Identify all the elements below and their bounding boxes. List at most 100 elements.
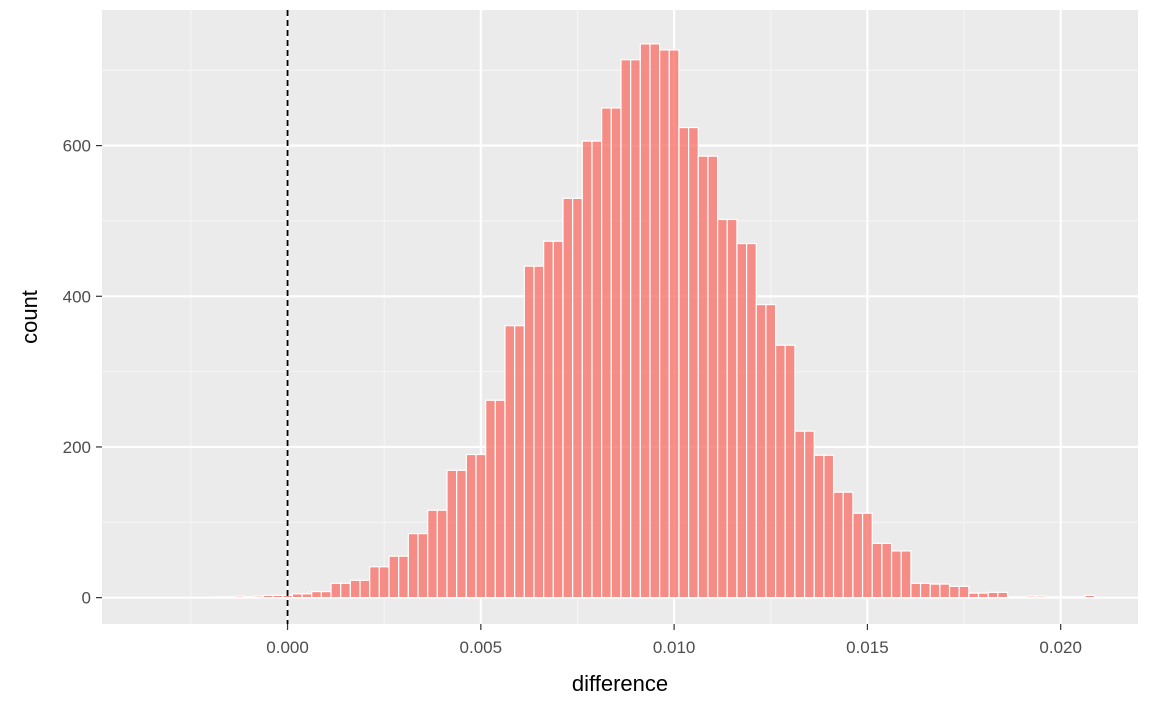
histogram-bar: [842, 491, 854, 599]
histogram-bar: [581, 140, 593, 599]
y-tick-label: 0: [82, 589, 91, 608]
histogram-bar: [968, 592, 980, 599]
histogram-bar: [997, 591, 1009, 599]
histogram-bar: [407, 532, 419, 599]
histogram-bar: [620, 59, 632, 599]
histogram-bar: [823, 454, 835, 599]
histogram-bar: [436, 509, 448, 599]
histogram-bar: [1026, 595, 1038, 599]
histogram-bar: [1055, 596, 1067, 599]
histogram-bar: [340, 582, 351, 599]
y-tick-label: 600: [63, 137, 91, 156]
histogram-bar: [736, 242, 748, 599]
histogram-bar: [475, 453, 487, 599]
histogram-bar: [1045, 596, 1057, 599]
histogram-bar: [330, 582, 342, 599]
histogram-bar: [630, 59, 641, 599]
histogram-bar: [939, 583, 951, 599]
x-tick-label: 0.010: [653, 638, 696, 657]
histogram-bar: [552, 240, 564, 599]
histogram-bar: [987, 591, 999, 599]
histogram-bar: [707, 155, 719, 599]
histogram-bars: [214, 43, 1096, 599]
histogram-bar: [919, 582, 931, 599]
histogram-bar: [1074, 596, 1086, 599]
histogram-bar: [639, 43, 651, 599]
histogram-bar: [262, 594, 274, 599]
histogram-bar: [320, 591, 332, 599]
histogram-bar: [794, 430, 806, 599]
histogram-bar: [523, 265, 535, 599]
y-axis-title: count: [17, 290, 42, 344]
histogram-bar: [803, 430, 815, 599]
histogram-bar: [697, 155, 709, 599]
histogram-bar: [369, 566, 380, 599]
histogram-bar: [311, 591, 322, 599]
histogram-bar: [910, 582, 922, 599]
histogram-bar: [591, 140, 603, 599]
histogram-bar: [427, 509, 438, 599]
histogram-bar: [562, 197, 574, 599]
histogram-bar: [861, 512, 873, 599]
histogram-bar: [900, 550, 912, 599]
histogram-bar: [948, 585, 960, 599]
y-axis: 0 200 400 600: [63, 137, 102, 608]
histogram-bar: [1006, 596, 1018, 599]
histogram-bar: [832, 491, 844, 599]
histogram-bar: [929, 583, 941, 599]
histogram-bar: [253, 595, 264, 599]
x-tick-label: 0.015: [846, 638, 889, 657]
histogram-bar: [494, 399, 506, 599]
histogram-bar: [349, 579, 361, 599]
histogram-bar: [813, 454, 825, 599]
histogram-bar: [881, 542, 893, 599]
histogram-bar: [1016, 596, 1028, 599]
histogram-bar: [958, 585, 970, 599]
x-axis: 0.000 0.005 0.010 0.015 0.020: [266, 624, 1082, 657]
histogram-bar: [1035, 595, 1047, 599]
histogram-bar: [291, 593, 303, 599]
histogram-bar: [746, 242, 757, 599]
x-axis-title: difference: [572, 671, 668, 696]
histogram-bar: [717, 218, 728, 599]
histogram-bar: [890, 550, 902, 599]
histogram-bar: [977, 592, 989, 599]
histogram-bar: [417, 532, 429, 599]
histogram-bar: [610, 107, 622, 599]
histogram-bar: [572, 197, 583, 599]
histogram-bar: [514, 325, 525, 599]
histogram-bar: [214, 596, 226, 599]
histogram-bar: [1084, 594, 1096, 599]
histogram-bar: [224, 596, 235, 599]
histogram-bar: [765, 303, 777, 599]
histogram-bar: [852, 512, 864, 599]
histogram-bar: [504, 325, 516, 599]
histogram-bar: [755, 303, 767, 599]
histogram-bar: [649, 43, 661, 599]
histogram-bar: [465, 453, 477, 599]
histogram-bar: [871, 542, 883, 599]
histogram-bar: [688, 126, 699, 599]
x-tick-label: 0.000: [266, 638, 309, 657]
histogram-bar: [388, 555, 400, 599]
histogram-bar: [1064, 596, 1076, 599]
y-tick-label: 400: [63, 287, 91, 306]
x-tick-label: 0.005: [460, 638, 503, 657]
y-tick-label: 200: [63, 438, 91, 457]
histogram-bar: [543, 240, 554, 599]
histogram-bar: [272, 594, 284, 599]
histogram-bar: [726, 218, 738, 599]
histogram-bar: [456, 469, 467, 599]
x-tick-label: 0.020: [1039, 638, 1082, 657]
histogram-bar: [601, 107, 612, 599]
histogram-bar: [678, 126, 690, 599]
histogram-bar: [533, 265, 545, 599]
histogram-bar: [784, 344, 796, 599]
histogram-bar: [301, 593, 313, 599]
histogram-bar: [359, 579, 371, 599]
histogram-bar: [378, 566, 390, 599]
histogram-bar: [243, 596, 255, 599]
histogram-bar: [774, 344, 786, 599]
histogram-bar: [668, 49, 680, 599]
